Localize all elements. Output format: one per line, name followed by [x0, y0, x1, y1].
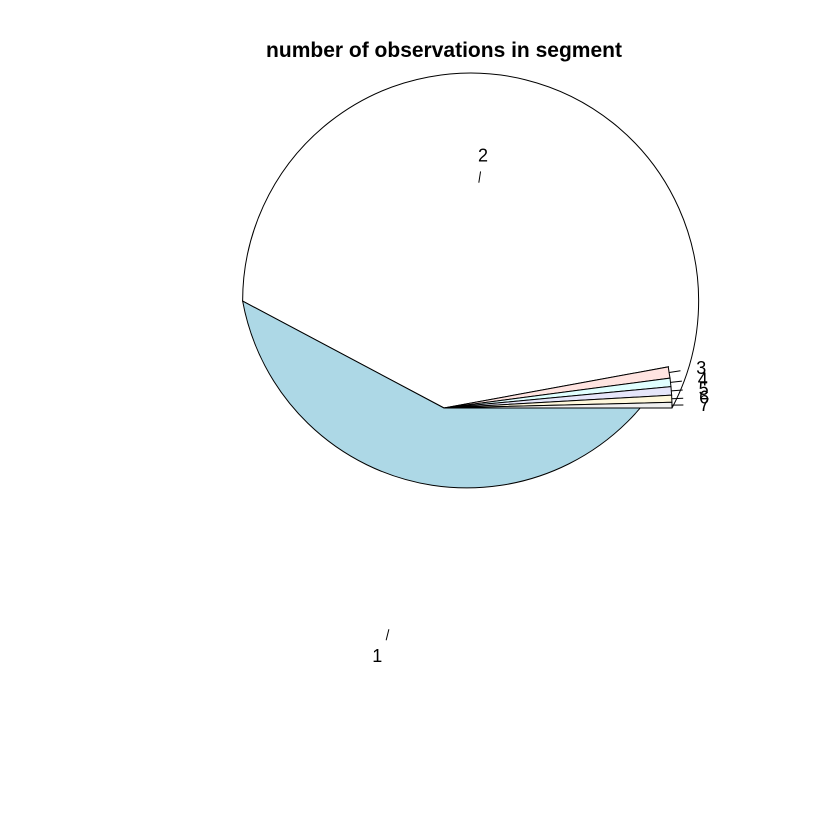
pie-label-3: 3	[696, 358, 706, 378]
pie-label-7: 7	[699, 395, 709, 415]
pie-slice-7	[443, 401, 673, 409]
pie-label-6: 6	[699, 388, 709, 408]
pie-label-4: 4	[698, 369, 708, 389]
pie-tick-2	[478, 171, 482, 183]
pie-slice-1	[242, 72, 700, 409]
pie-tick-5	[671, 389, 683, 392]
pie-slice-2	[241, 300, 670, 489]
pie-tick-3	[669, 370, 681, 373]
pie-label-2: 2	[478, 146, 488, 166]
pie-tick-1	[385, 629, 390, 641]
pie-label-5: 5	[699, 379, 709, 399]
pie-label-1: 1	[372, 646, 382, 666]
pie-slices	[241, 72, 700, 489]
pie-tick-4	[670, 380, 682, 383]
chart-title: number of observations in segment	[266, 39, 622, 62]
